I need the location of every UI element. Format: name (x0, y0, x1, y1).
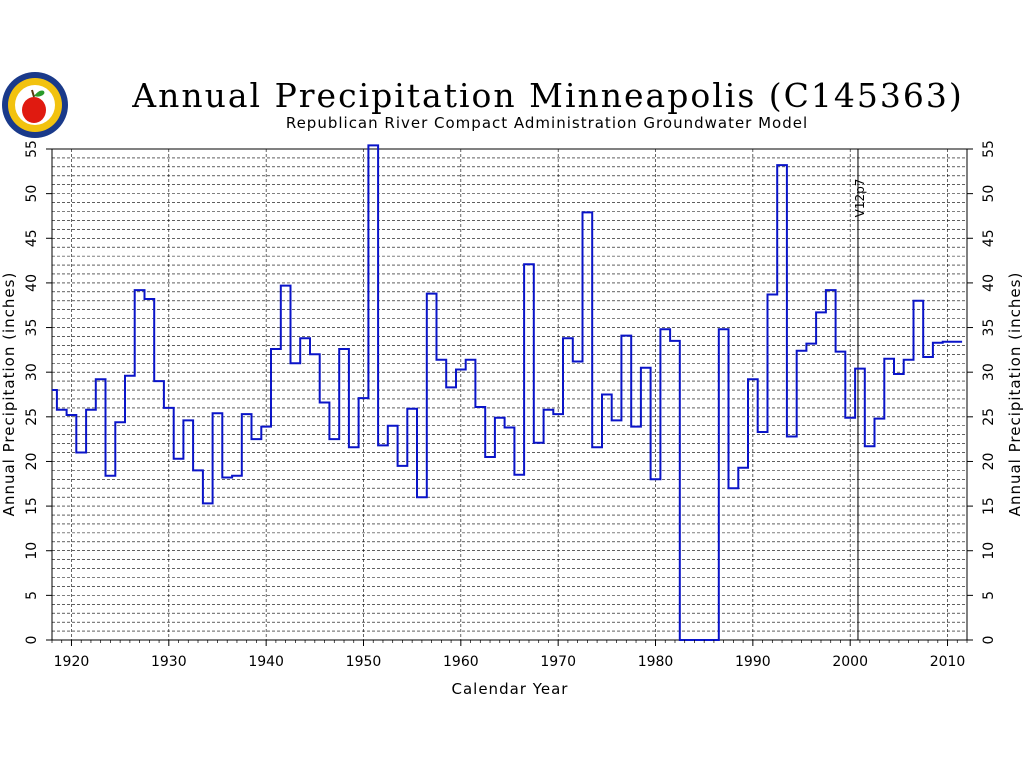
y-tick-label-right: 30 (981, 363, 997, 381)
y-tick-label-left: 25 (24, 408, 40, 426)
chart-subtitle: Republican River Compact Administration … (286, 114, 808, 132)
y-tick-label-left: 40 (24, 274, 40, 292)
y-tick-label-right: 45 (981, 229, 997, 247)
x-tick-label: 1990 (735, 654, 771, 670)
tick-layer: 1920 1930 1940 1950 1960 1970 1980 1990 2000 2010… (24, 140, 997, 670)
x-tick-label: 1920 (54, 654, 90, 670)
y-tick-label-left: 10 (24, 542, 40, 560)
y-tick-label-right: 10 (981, 542, 997, 560)
y-tick-label-left: 55 (24, 140, 40, 158)
x-tick-label: 1940 (248, 654, 284, 670)
precipitation-series-line (52, 144, 963, 641)
rrca-logo (2, 72, 68, 138)
y-tick-label-right: 50 (981, 185, 997, 203)
y-tick-label-left: 30 (24, 363, 40, 381)
y-tick-label-right: 5 (981, 591, 997, 600)
x-tick-label: 1970 (540, 654, 576, 670)
x-tick-label: 1980 (638, 654, 674, 670)
y-tick-label-left: 20 (24, 453, 40, 471)
x-axis-label: Calendar Year (452, 680, 569, 698)
chart-title: Annual Precipitation Minneapolis (C14536… (131, 76, 963, 115)
grid (52, 149, 967, 640)
annotation-label: V12p7 (853, 179, 867, 218)
y-tick-label-right: 55 (981, 140, 997, 158)
y-tick-label-right: 20 (981, 453, 997, 471)
y-tick-label-right: 25 (981, 408, 997, 426)
y-tick-label-right: 15 (981, 497, 997, 515)
y-tick-label-left: 35 (24, 319, 40, 337)
y-tick-label-left: 45 (24, 229, 40, 247)
annotations: V12p7 (853, 149, 867, 640)
x-tick-label: 1930 (151, 654, 187, 670)
y-axis-label-left: Annual Precipitation (inches) (0, 272, 18, 517)
apple-icon (22, 97, 46, 123)
y-tick-label-right: 0 (981, 636, 997, 645)
y-tick-label-left: 50 (24, 185, 40, 203)
y-tick-label-left: 5 (24, 591, 40, 600)
plot-frame (51, 148, 968, 641)
x-tick-label: 2000 (832, 654, 868, 670)
x-tick-label: 2010 (930, 654, 966, 670)
series-layer (51, 144, 963, 641)
x-tick-label: 1950 (346, 654, 382, 670)
y-tick-label-left: 0 (24, 636, 40, 645)
leaf-icon (34, 90, 45, 97)
x-tick-label: 1960 (443, 654, 479, 670)
apple-stem (31, 89, 35, 98)
y-tick-label-right: 35 (981, 319, 997, 337)
y-tick-label-right: 40 (981, 274, 997, 292)
y-tick-label-left: 15 (24, 497, 40, 515)
y-axis-label-right: Annual Precipitation (inches) (1006, 272, 1024, 517)
